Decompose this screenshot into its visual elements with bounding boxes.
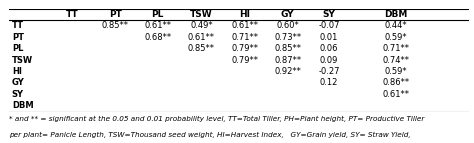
Text: TSW: TSW [190, 10, 213, 19]
Text: GY: GY [281, 10, 294, 19]
Text: 0.85**: 0.85** [102, 21, 129, 30]
Text: TT: TT [66, 10, 79, 19]
Text: 0.74**: 0.74** [382, 56, 409, 64]
Text: PL: PL [12, 44, 23, 53]
Text: SY: SY [323, 10, 336, 19]
Text: 0.92**: 0.92** [274, 67, 301, 76]
Text: per plant= Panicle Length, TSW=Thousand seed weight, HI=Harvest Index,   GY=Grai: per plant= Panicle Length, TSW=Thousand … [9, 132, 411, 138]
Text: SY: SY [12, 90, 24, 99]
Text: 0.59*: 0.59* [384, 33, 407, 42]
Text: 0.85**: 0.85** [188, 44, 215, 53]
Text: 0.12: 0.12 [320, 79, 338, 87]
Text: HI: HI [12, 67, 22, 76]
Text: 0.09: 0.09 [320, 56, 338, 64]
Text: 0.01: 0.01 [320, 33, 338, 42]
Text: 0.59*: 0.59* [384, 67, 407, 76]
Text: 0.60*: 0.60* [276, 21, 299, 30]
Text: PT: PT [109, 10, 122, 19]
Text: 0.79**: 0.79** [232, 44, 259, 53]
Text: 0.79**: 0.79** [232, 56, 259, 64]
Text: 0.61**: 0.61** [188, 33, 215, 42]
Text: 0.71**: 0.71** [382, 44, 409, 53]
Text: DBM: DBM [384, 10, 407, 19]
Text: -0.07: -0.07 [318, 21, 340, 30]
Text: 0.61**: 0.61** [382, 90, 409, 99]
Text: 0.49*: 0.49* [190, 21, 213, 30]
Text: PT: PT [12, 33, 24, 42]
Text: TSW: TSW [12, 56, 33, 64]
Text: GY: GY [12, 79, 25, 87]
Text: 0.85**: 0.85** [274, 44, 301, 53]
Text: TT: TT [12, 21, 24, 30]
Text: DBM: DBM [12, 101, 33, 110]
Text: 0.87**: 0.87** [274, 56, 301, 64]
Text: PL: PL [152, 10, 164, 19]
Text: 0.68**: 0.68** [144, 33, 171, 42]
Text: -0.27: -0.27 [318, 67, 340, 76]
Text: HI: HI [240, 10, 251, 19]
Text: 0.61**: 0.61** [232, 21, 259, 30]
Text: 0.73**: 0.73** [274, 33, 301, 42]
Text: 0.71**: 0.71** [232, 33, 259, 42]
Text: 0.06: 0.06 [320, 44, 338, 53]
Text: 0.44*: 0.44* [384, 21, 407, 30]
Text: 0.86**: 0.86** [382, 79, 409, 87]
Text: 0.61**: 0.61** [144, 21, 171, 30]
Text: * and ** = significant at the 0.05 and 0.01 probability level, TT=Total Tiller, : * and ** = significant at the 0.05 and 0… [9, 116, 425, 122]
